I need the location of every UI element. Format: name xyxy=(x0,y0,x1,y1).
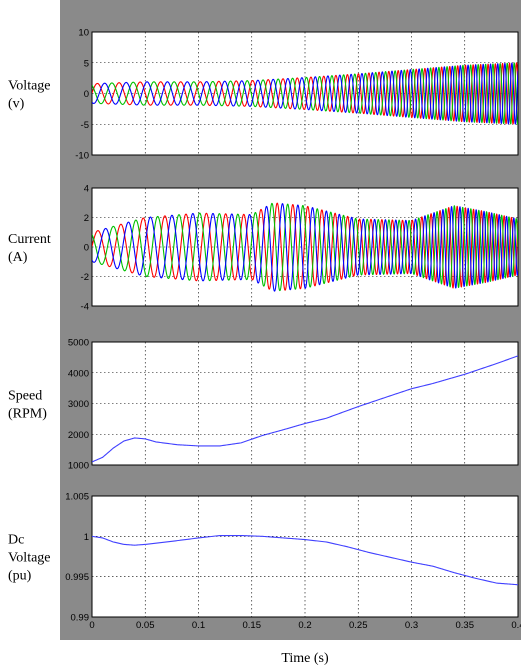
y-tick-label: 2 xyxy=(84,213,89,224)
x-tick-label: 0.1 xyxy=(192,620,205,631)
y-tick-label: 0 xyxy=(84,89,89,100)
y-tick-label: -5 xyxy=(81,120,89,131)
y-tick-label: 4000 xyxy=(68,368,89,379)
x-tick-label: 0.4 xyxy=(511,620,521,631)
trace-phase-3 xyxy=(92,62,518,125)
scope-panel-3: 5000 4000 3000 2000 1000 Speed (RPM) xyxy=(8,338,519,472)
y-tick-label: 1000 xyxy=(68,461,89,472)
y-axis-label-line: (v) xyxy=(8,97,25,112)
y-axis-label-line: Voltage xyxy=(8,551,51,566)
y-tick-label: 0 xyxy=(84,243,89,254)
trace-line-1 xyxy=(92,355,518,463)
y-tick-label: 4 xyxy=(84,184,89,195)
y-tick-label: 5 xyxy=(84,58,89,69)
y-axis-label-line: Dc xyxy=(8,533,24,548)
y-axis-label-line: Voltage xyxy=(8,79,51,94)
y-tick-label: 1.005 xyxy=(65,492,89,503)
x-tick-label: 0.2 xyxy=(298,620,311,631)
x-tick-label: 0.35 xyxy=(456,620,475,631)
y-tick-label: 0.99 xyxy=(71,613,90,624)
y-tick-label: 1 xyxy=(84,532,89,543)
x-tick-label: 0.25 xyxy=(349,620,368,631)
y-axis-label-line: (A) xyxy=(8,250,28,265)
trace-phase-2 xyxy=(92,202,518,292)
y-tick-label: 5000 xyxy=(68,338,89,349)
y-tick-label: -2 xyxy=(81,272,89,283)
x-tick-label: 0.15 xyxy=(243,620,262,631)
y-tick-label: 2000 xyxy=(68,430,89,441)
trace-line-1 xyxy=(92,534,518,586)
y-tick-label: 0.995 xyxy=(65,572,89,583)
y-tick-label: -4 xyxy=(81,302,89,313)
scope-panel-4: 1.005 1 0.995 0.990 0.05 0.1 0.15 0.2 0.25 0.3 0.3… xyxy=(8,492,521,632)
y-tick-label: 10 xyxy=(78,28,89,39)
y-axis-label-line: Speed xyxy=(8,389,42,404)
x-axis-label: Time (s) xyxy=(281,651,329,666)
y-tick-label: -10 xyxy=(75,151,89,162)
y-axis-label-line: Current xyxy=(8,232,51,247)
y-tick-label: 3000 xyxy=(68,399,89,410)
scope-panel-2: 4 2 0 -2 -4 Current (A) xyxy=(8,184,519,313)
x-tick-label: 0.3 xyxy=(405,620,418,631)
x-tick-label: 0.05 xyxy=(136,620,155,631)
x-tick-label: 0 xyxy=(89,620,94,631)
trace-phase-2 xyxy=(92,62,518,125)
y-axis-label-line: (pu) xyxy=(8,569,32,584)
scope-panel-1: 10 5 0 -5 -10 Voltage (v) xyxy=(8,28,519,162)
y-axis-label-line: (RPM) xyxy=(8,407,47,422)
trace-phase-3 xyxy=(92,203,518,292)
